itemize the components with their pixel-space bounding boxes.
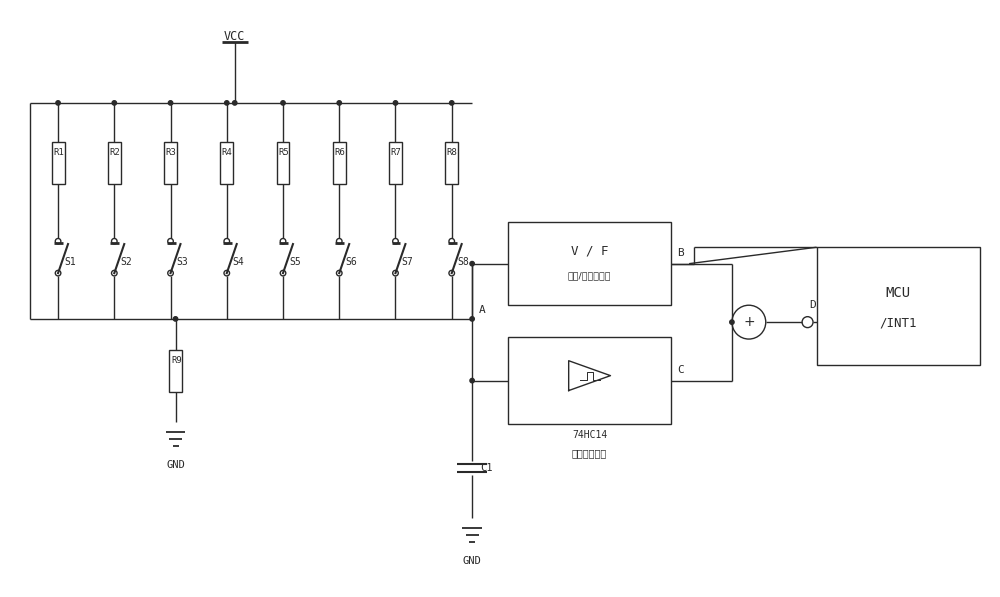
Text: R3: R3 [166,148,176,157]
Circle shape [56,101,60,105]
Text: A: A [479,305,486,315]
Bar [277,141,289,183]
Text: S6: S6 [345,257,357,267]
Bar [508,337,671,424]
Circle shape [168,101,173,105]
Text: S2: S2 [120,257,132,267]
Circle shape [173,317,178,321]
Bar [220,141,233,183]
Text: R7: R7 [391,148,401,157]
Text: R9: R9 [171,356,182,365]
Text: R2: R2 [109,148,120,157]
Text: VCC: VCC [224,30,245,43]
Circle shape [393,101,398,105]
Text: 施密特触发器: 施密特触发器 [572,448,607,458]
Bar [389,141,402,183]
Text: S1: S1 [64,257,76,267]
Text: R1: R1 [53,148,64,157]
Circle shape [337,101,341,105]
Bar [508,222,671,305]
Bar [333,141,346,183]
Circle shape [233,101,237,105]
Bar [52,141,65,183]
Bar [169,350,182,392]
Circle shape [281,101,285,105]
Circle shape [470,261,474,266]
Circle shape [225,101,229,105]
Circle shape [470,378,474,383]
Bar [164,141,177,183]
Text: S4: S4 [233,257,244,267]
Text: S7: S7 [401,257,413,267]
Text: V / F: V / F [571,244,608,257]
Circle shape [450,101,454,105]
Text: B: B [677,248,684,258]
Circle shape [730,320,734,324]
Circle shape [470,317,474,321]
Text: R4: R4 [222,148,233,157]
Text: R5: R5 [278,148,289,157]
Text: C1: C1 [480,463,493,473]
Text: D: D [810,300,816,310]
Circle shape [112,101,116,105]
Text: R8: R8 [447,148,457,157]
Text: S3: S3 [177,257,188,267]
Text: S8: S8 [458,257,469,267]
Text: R6: R6 [334,148,345,157]
Bar [108,141,121,183]
Text: MCU: MCU [886,286,911,300]
Text: 74HC14: 74HC14 [572,430,607,441]
Text: S5: S5 [289,257,301,267]
Text: 电压/频率转换器: 电压/频率转换器 [568,271,611,280]
Bar [817,247,980,365]
Text: /INT1: /INT1 [879,316,917,330]
Text: GND: GND [166,460,185,470]
Bar [445,141,458,183]
Text: +: + [743,315,755,329]
Text: C: C [677,365,684,375]
Text: GND: GND [463,556,482,566]
